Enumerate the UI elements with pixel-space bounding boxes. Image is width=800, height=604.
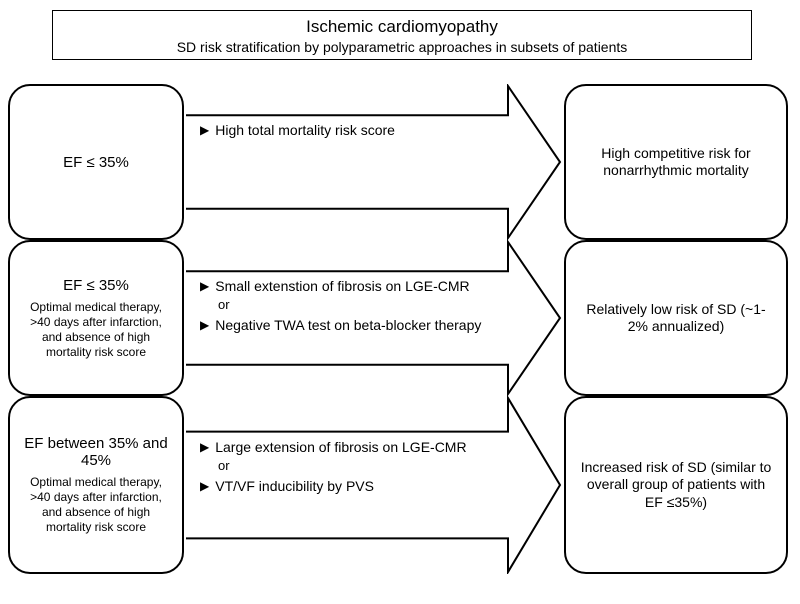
arrow-bullet-text: VT/VF inducibility by PVS: [215, 477, 374, 495]
arrow-row3: ▶ Large extension of fibrosis on LGE-CMR o…: [186, 396, 562, 574]
left-main-row2: EF ≤ 35%: [20, 277, 172, 294]
triangle-bullet-icon: ▶: [200, 318, 209, 334]
arrow-or-text: or: [218, 297, 502, 314]
arrow-bullet: ▶ High total mortality risk score: [200, 121, 502, 139]
right-box-row3: Increased risk of SD (similar to overall…: [564, 396, 788, 574]
triangle-bullet-icon: ▶: [200, 279, 209, 295]
left-box-row1: EF ≤ 35%: [8, 84, 184, 240]
left-main-row1: EF ≤ 35%: [20, 154, 172, 171]
arrow-bullet-text: High total mortality risk score: [215, 121, 395, 139]
arrow-bullet: ▶ VT/VF inducibility by PVS: [200, 477, 502, 495]
arrow-text-row3: ▶ Large extension of fibrosis on LGE-CMR o…: [200, 438, 502, 495]
triangle-bullet-icon: ▶: [200, 440, 209, 456]
left-detail-row2: Optimal medical therapy, >40 days after …: [20, 300, 172, 360]
arrow-or-text: or: [218, 458, 502, 475]
arrow-row2: ▶ Small extenstion of fibrosis on LGE-CMR…: [186, 240, 562, 396]
left-box-row3: EF between 35% and 45% Optimal medical t…: [8, 396, 184, 574]
arrow-bullet-text: Negative TWA test on beta-blocker therap…: [215, 316, 481, 334]
left-box-row2: EF ≤ 35% Optimal medical therapy, >40 da…: [8, 240, 184, 396]
right-text-row1: High competitive risk for nonarrhythmic …: [578, 145, 774, 180]
left-main-row3: EF between 35% and 45%: [20, 435, 172, 469]
arrow-bullet-text: Small extenstion of fibrosis on LGE-CMR: [215, 277, 469, 295]
arrow-text-row1: ▶ High total mortality risk score: [200, 121, 502, 139]
right-text-row2: Relatively low risk of SD (~1-2% annuali…: [578, 301, 774, 336]
right-box-row1: High competitive risk for nonarrhythmic …: [564, 84, 788, 240]
arrow-text-row2: ▶ Small extenstion of fibrosis on LGE-CMR…: [200, 277, 502, 334]
right-box-row2: Relatively low risk of SD (~1-2% annuali…: [564, 240, 788, 396]
arrow-bullet: ▶ Large extension of fibrosis on LGE-CMR: [200, 438, 502, 456]
header-title: Ischemic cardiomyopathy: [63, 17, 741, 37]
header-subtitle: SD risk stratification by polyparametric…: [63, 39, 741, 55]
right-text-row3: Increased risk of SD (similar to overall…: [578, 459, 774, 512]
left-detail-row3: Optimal medical therapy, >40 days after …: [20, 475, 172, 535]
arrow-bullet: ▶ Negative TWA test on beta-blocker thera…: [200, 316, 502, 334]
triangle-bullet-icon: ▶: [200, 123, 209, 139]
arrow-row1: ▶ High total mortality risk score: [186, 84, 562, 240]
arrow-bullet: ▶ Small extenstion of fibrosis on LGE-CMR: [200, 277, 502, 295]
arrow-svg-row1: [186, 84, 562, 240]
triangle-bullet-icon: ▶: [200, 479, 209, 495]
header-box: Ischemic cardiomyopathy SD risk stratifi…: [52, 10, 752, 60]
arrow-bullet-text: Large extension of fibrosis on LGE-CMR: [215, 438, 466, 456]
